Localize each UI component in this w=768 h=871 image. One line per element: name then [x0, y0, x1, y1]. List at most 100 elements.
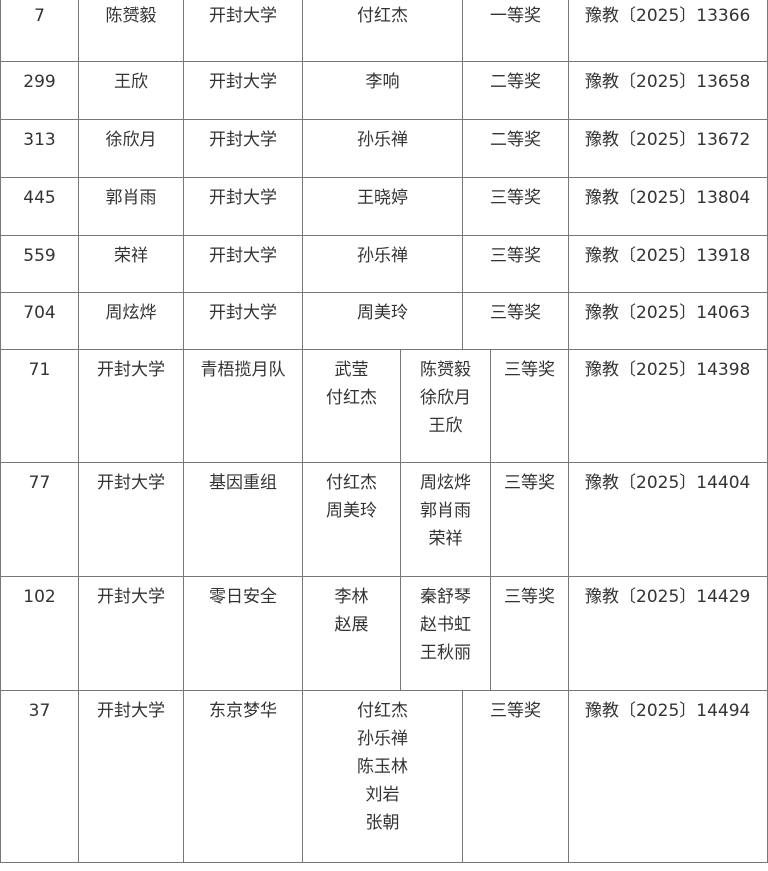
school-cell-text: 开封大学 [209, 130, 277, 150]
members-cell-text: 陈赟毅 [420, 360, 471, 380]
award-cell-text: 三等奖 [504, 360, 555, 380]
advisor-cell-text: 付红杰 [357, 6, 408, 26]
document-cell-text: 豫教〔2025〕14398 [585, 360, 751, 380]
table-row: 704 周炫烨 开封大学 周美玲 三等奖 豫教〔2025〕14063 [0, 293, 768, 350]
advisor-cell-text: 李林 [334, 587, 369, 607]
advisor-cell: 付红杰 周美玲 [302, 463, 400, 576]
award-cell: 三等奖 [462, 236, 568, 292]
members-cell: 周炫烨 郭肖雨 荣祥 [400, 463, 490, 576]
team-cell: 东京梦华 [183, 691, 302, 862]
document-cell-text: 豫教〔2025〕13918 [585, 246, 751, 266]
document-cell: 豫教〔2025〕14404 [568, 463, 768, 576]
people-cell-text: 付红杰 [357, 701, 408, 721]
number-cell: 445 [0, 178, 78, 235]
number-cell-text: 7 [34, 6, 45, 26]
award-cell: 三等奖 [462, 293, 568, 349]
table-row: 559 荣祥 开封大学 孙乐禅 三等奖 豫教〔2025〕13918 [0, 236, 768, 293]
number-cell-text: 299 [23, 72, 56, 92]
name-cell: 陈赟毅 [78, 0, 183, 61]
award-cell-text: 三等奖 [490, 246, 541, 266]
document-cell: 豫教〔2025〕13366 [568, 0, 768, 61]
table-row: 313 徐欣月 开封大学 孙乐禅 二等奖 豫教〔2025〕13672 [0, 120, 768, 178]
advisor-cell-text: 孙乐禅 [357, 130, 408, 150]
team-cell-text: 青梧揽月队 [200, 360, 286, 380]
number-cell: 77 [0, 463, 78, 576]
members-cell-text: 秦舒琴 [420, 587, 471, 607]
school-cell: 开封大学 [183, 236, 302, 292]
advisor-cell: 周美玲 [302, 293, 462, 349]
members-cell-text: 徐欣月 [420, 388, 471, 408]
table-row: 71 开封大学 青梧揽月队 武莹 付红杰 陈赟毅 徐欣月 王欣 三等奖 豫教〔2025〕14398 [0, 350, 768, 463]
number-cell: 559 [0, 236, 78, 292]
members-cell: 陈赟毅 徐欣月 王欣 [400, 350, 490, 462]
document-cell-text: 豫教〔2025〕13804 [585, 188, 751, 208]
school-cell-text: 开封大学 [97, 473, 165, 493]
document-cell-text: 豫教〔2025〕13658 [585, 72, 751, 92]
team-cell: 青梧揽月队 [183, 350, 302, 462]
document-cell-text: 豫教〔2025〕14063 [585, 303, 751, 323]
award-cell-text: 三等奖 [504, 587, 555, 607]
school-cell-text: 开封大学 [209, 246, 277, 266]
number-cell: 102 [0, 577, 78, 690]
advisor-cell-text: 周美玲 [357, 303, 408, 323]
advisor-cell-text: 李响 [365, 72, 400, 92]
team-cell-text: 零日安全 [209, 587, 277, 607]
school-cell: 开封大学 [183, 178, 302, 235]
members-cell-text: 王欣 [428, 416, 463, 436]
advisor-cell-text: 王晓婷 [357, 188, 408, 208]
school-cell: 开封大学 [78, 350, 183, 462]
school-cell-text: 开封大学 [209, 188, 277, 208]
number-cell-text: 704 [23, 303, 56, 323]
advisor-cell: 李响 [302, 62, 462, 119]
people-cell-text: 刘岩 [365, 785, 400, 805]
members-cell-text: 郭肖雨 [420, 501, 471, 521]
advisor-cell-text: 周美玲 [326, 501, 377, 521]
advisor-cell-text: 孙乐禅 [357, 246, 408, 266]
document-cell: 豫教〔2025〕13804 [568, 178, 768, 235]
school-cell-text: 开封大学 [97, 360, 165, 380]
name-cell-text: 荣祥 [114, 246, 148, 266]
award-cell-text: 三等奖 [490, 188, 541, 208]
award-cell: 三等奖 [490, 577, 568, 690]
team-cell-text: 基因重组 [209, 473, 277, 493]
award-cell-text: 三等奖 [490, 701, 541, 721]
school-cell-text: 开封大学 [97, 587, 165, 607]
award-cell-text: 二等奖 [490, 130, 541, 150]
advisor-cell-text: 付红杰 [326, 473, 377, 493]
team-cell: 零日安全 [183, 577, 302, 690]
award-cell: 三等奖 [462, 691, 568, 862]
table-row: 299 王欣 开封大学 李响 二等奖 豫教〔2025〕13658 [0, 62, 768, 120]
number-cell-text: 71 [28, 360, 51, 380]
document-cell-text: 豫教〔2025〕14404 [585, 473, 751, 493]
people-cell: 付红杰 孙乐禅 陈玉林 刘岩 张朝 [302, 691, 462, 862]
award-cell: 三等奖 [462, 178, 568, 235]
number-cell: 299 [0, 62, 78, 119]
document-cell: 豫教〔2025〕14429 [568, 577, 768, 690]
document-cell-text: 豫教〔2025〕13672 [585, 130, 751, 150]
advisor-cell: 孙乐禅 [302, 120, 462, 177]
name-cell: 荣祥 [78, 236, 183, 292]
team-cell-text: 东京梦华 [209, 701, 277, 721]
advisor-cell: 武莹 付红杰 [302, 350, 400, 462]
name-cell-text: 陈赟毅 [105, 6, 157, 26]
table-row: 445 郭肖雨 开封大学 王晓婷 三等奖 豫教〔2025〕13804 [0, 178, 768, 236]
table-row: 77 开封大学 基因重组 付红杰 周美玲 周炫烨 郭肖雨 荣祥 三等奖 豫教〔2025〕14404 [0, 463, 768, 577]
document-cell: 豫教〔2025〕14063 [568, 293, 768, 349]
school-cell-text: 开封大学 [209, 6, 277, 26]
document-cell-text: 豫教〔2025〕13366 [585, 6, 751, 26]
document-cell-text: 豫教〔2025〕14429 [585, 587, 751, 607]
award-cell: 二等奖 [462, 120, 568, 177]
award-cell: 一等奖 [462, 0, 568, 61]
number-cell-text: 313 [23, 130, 56, 150]
award-cell-text: 三等奖 [504, 473, 555, 493]
award-cell: 三等奖 [490, 463, 568, 576]
award-cell: 三等奖 [490, 350, 568, 462]
name-cell: 徐欣月 [78, 120, 183, 177]
document-cell: 豫教〔2025〕14494 [568, 691, 768, 862]
award-cell-text: 三等奖 [490, 303, 541, 323]
members-cell-text: 王秋丽 [420, 643, 471, 663]
table-row: 37 开封大学 东京梦华 付红杰 孙乐禅 陈玉林 刘岩 张朝 三等奖 豫教〔2025〕14494 [0, 691, 768, 863]
number-cell-text: 445 [23, 188, 56, 208]
table-row: 7 陈赟毅 开封大学 付红杰 一等奖 豫教〔2025〕13366 [0, 0, 768, 62]
number-cell-text: 102 [23, 587, 56, 607]
